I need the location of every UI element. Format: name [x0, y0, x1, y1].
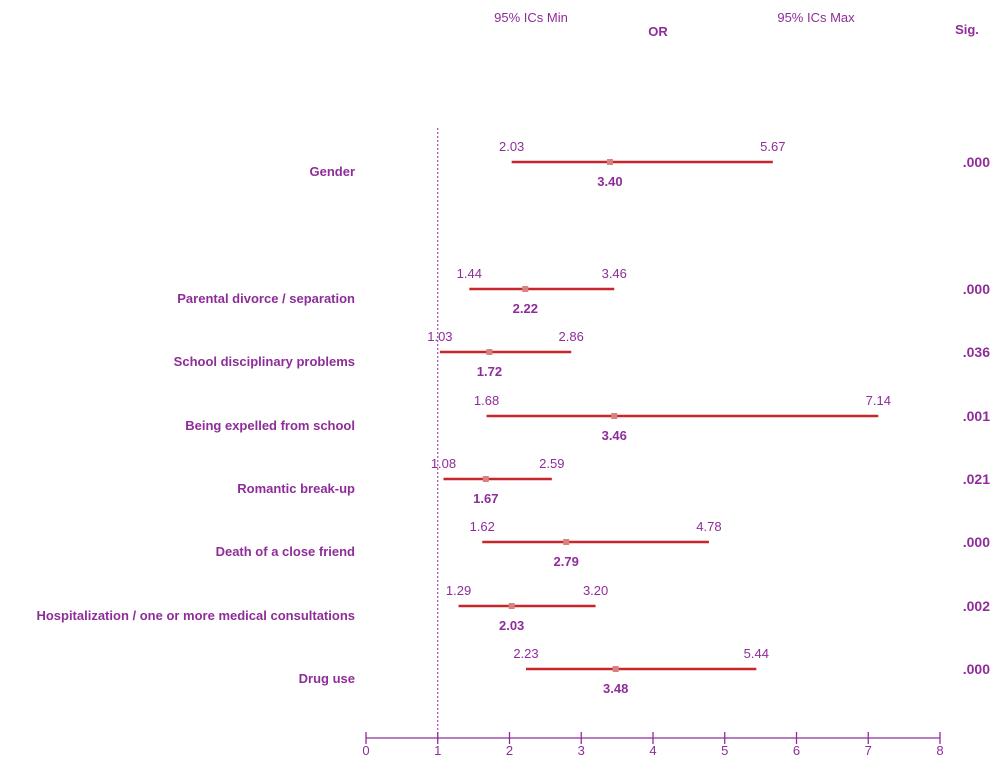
- or-marker: [486, 349, 493, 355]
- header-ci-min: 95% ICs Min: [494, 10, 568, 25]
- header-sig: Sig.: [955, 22, 979, 37]
- sig-value: .000: [963, 534, 990, 550]
- or-marker: [612, 666, 619, 672]
- ci-min-label: 1.08: [431, 456, 456, 471]
- row-label: Death of a close friend: [216, 544, 355, 559]
- sig-value: .000: [963, 154, 990, 170]
- or-marker: [482, 476, 489, 482]
- ci-max-label: 3.20: [583, 583, 608, 598]
- or-marker: [606, 159, 613, 165]
- ci-min-label: 1.44: [457, 266, 482, 281]
- sig-value: .000: [963, 281, 990, 297]
- sig-value: .002: [963, 598, 990, 614]
- ci-max-label: 5.44: [744, 646, 769, 661]
- row-label: School disciplinary problems: [174, 354, 355, 369]
- or-value-label: 3.40: [597, 174, 622, 189]
- or-marker: [611, 413, 618, 419]
- ci-max-label: 2.59: [539, 456, 564, 471]
- ci-max-label: 5.67: [760, 139, 785, 154]
- ci-min-label: 1.68: [474, 393, 499, 408]
- x-tick-label: 0: [362, 743, 369, 758]
- ci-min-label: 2.03: [499, 139, 524, 154]
- or-value-label: 2.03: [499, 618, 524, 633]
- ci-max-label: 3.46: [602, 266, 627, 281]
- or-value-label: 1.72: [477, 364, 502, 379]
- ci-min-label: 1.29: [446, 583, 471, 598]
- ci-min-label: 1.03: [427, 329, 452, 344]
- x-tick-label: 1: [434, 743, 441, 758]
- or-value-label: 2.22: [513, 301, 538, 316]
- or-value-label: 3.48: [603, 681, 628, 696]
- row-label: Being expelled from school: [185, 418, 355, 433]
- x-tick-label: 8: [936, 743, 943, 758]
- row-label: Romantic break-up: [237, 481, 355, 496]
- header-ci-max: 95% ICs Max: [777, 10, 855, 25]
- ci-max-label: 4.78: [696, 519, 721, 534]
- row-label: Drug use: [299, 671, 355, 686]
- x-tick-label: 4: [649, 743, 656, 758]
- sig-value: .036: [963, 344, 990, 360]
- ci-max-label: 2.86: [559, 329, 584, 344]
- row-label: Gender: [309, 164, 355, 179]
- ci-min-label: 1.62: [470, 519, 495, 534]
- row-label: Parental divorce / separation: [177, 291, 355, 306]
- x-tick-label: 3: [578, 743, 585, 758]
- sig-value: .000: [963, 661, 990, 677]
- sig-value: .001: [963, 408, 990, 424]
- ci-max-label: 7.14: [866, 393, 891, 408]
- sig-value: .021: [963, 471, 990, 487]
- or-marker: [563, 539, 570, 545]
- x-tick-label: 7: [865, 743, 872, 758]
- plot-area: 0 1 2 3 4 5 6 7 8 Gender 2.03 5.67 3.40 .000 Parental …: [36, 128, 990, 758]
- x-tick-label: 6: [793, 743, 800, 758]
- or-marker: [522, 286, 529, 292]
- ci-min-label: 2.23: [513, 646, 538, 661]
- header-or: OR: [648, 24, 668, 39]
- x-tick-label: 2: [506, 743, 513, 758]
- or-marker: [508, 603, 515, 609]
- row-label: Hospitalization / one or more medical co…: [36, 608, 355, 623]
- or-value-label: 1.67: [473, 491, 498, 506]
- x-tick-label: 5: [721, 743, 728, 758]
- or-value-label: 3.46: [602, 428, 627, 443]
- or-value-label: 2.79: [554, 554, 579, 569]
